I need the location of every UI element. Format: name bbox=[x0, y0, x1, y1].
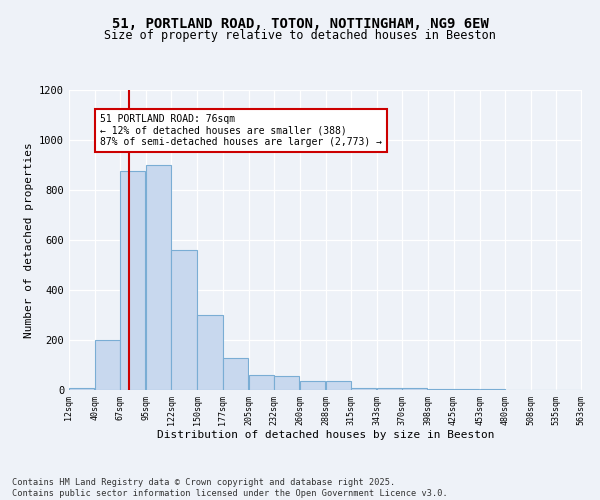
Text: 51 PORTLAND ROAD: 76sqm
← 12% of detached houses are smaller (388)
87% of semi-d: 51 PORTLAND ROAD: 76sqm ← 12% of detache… bbox=[100, 114, 382, 147]
Bar bbox=[146, 165, 172, 390]
Bar bbox=[248, 375, 274, 390]
Bar bbox=[403, 388, 427, 390]
Bar bbox=[351, 388, 376, 390]
Bar bbox=[300, 381, 325, 390]
Text: Size of property relative to detached houses in Beeston: Size of property relative to detached ho… bbox=[104, 29, 496, 42]
Bar bbox=[428, 389, 454, 390]
X-axis label: Distribution of detached houses by size in Beeston: Distribution of detached houses by size … bbox=[157, 430, 494, 440]
Bar bbox=[172, 250, 197, 390]
Bar bbox=[69, 388, 94, 390]
Bar bbox=[454, 389, 479, 390]
Bar bbox=[223, 358, 248, 390]
Y-axis label: Number of detached properties: Number of detached properties bbox=[23, 142, 34, 338]
Bar bbox=[479, 389, 505, 390]
Text: Contains HM Land Registry data © Crown copyright and database right 2025.
Contai: Contains HM Land Registry data © Crown c… bbox=[12, 478, 448, 498]
Bar bbox=[326, 381, 351, 390]
Bar bbox=[95, 340, 120, 390]
Text: 51, PORTLAND ROAD, TOTON, NOTTINGHAM, NG9 6EW: 51, PORTLAND ROAD, TOTON, NOTTINGHAM, NG… bbox=[112, 18, 488, 32]
Bar bbox=[120, 171, 145, 390]
Bar bbox=[197, 315, 223, 390]
Bar bbox=[377, 388, 403, 390]
Bar bbox=[274, 376, 299, 390]
